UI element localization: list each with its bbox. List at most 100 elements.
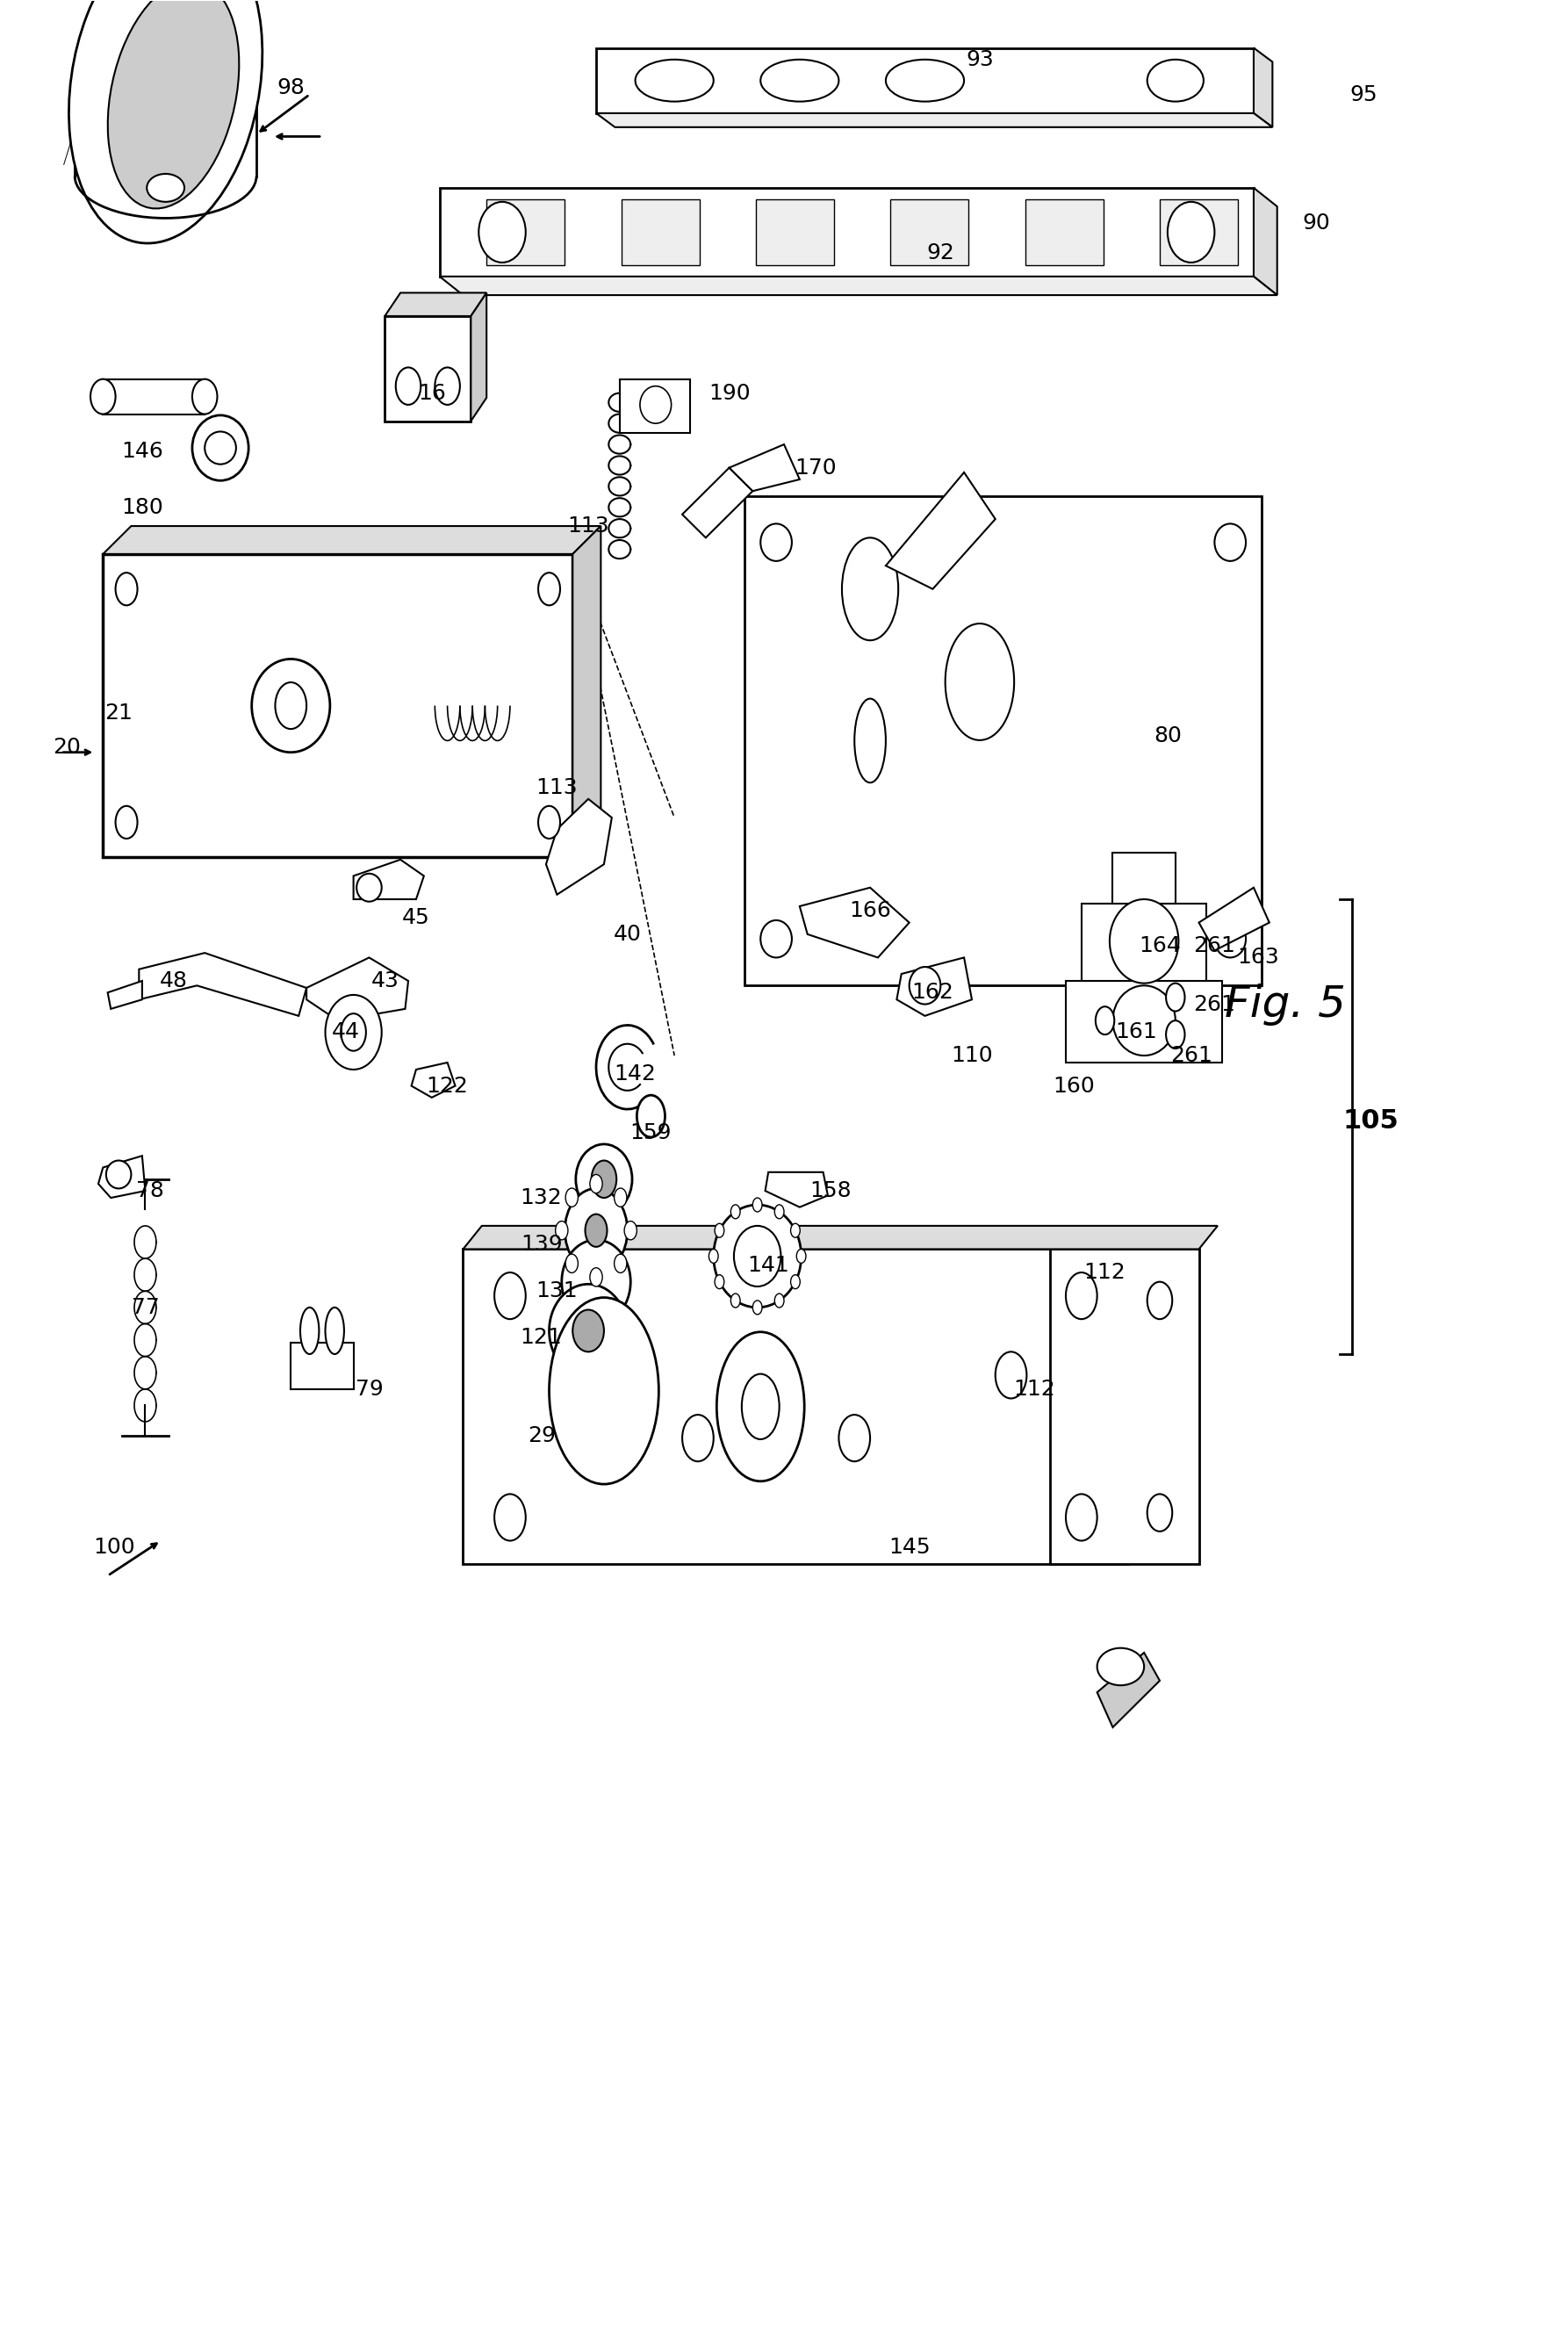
Ellipse shape bbox=[760, 58, 839, 100]
Text: 40: 40 bbox=[613, 925, 641, 946]
Ellipse shape bbox=[1066, 1273, 1098, 1319]
Ellipse shape bbox=[575, 1144, 632, 1214]
Ellipse shape bbox=[946, 623, 1014, 740]
Ellipse shape bbox=[760, 920, 792, 957]
Text: 180: 180 bbox=[121, 497, 163, 518]
Ellipse shape bbox=[1110, 899, 1179, 983]
Text: 146: 146 bbox=[121, 441, 163, 462]
Ellipse shape bbox=[478, 201, 525, 262]
Ellipse shape bbox=[615, 1254, 627, 1273]
Polygon shape bbox=[140, 953, 306, 1016]
Ellipse shape bbox=[1096, 1006, 1115, 1034]
Ellipse shape bbox=[549, 1298, 659, 1485]
Text: 112: 112 bbox=[1013, 1378, 1055, 1399]
Ellipse shape bbox=[839, 1415, 870, 1462]
Ellipse shape bbox=[1215, 920, 1247, 957]
Ellipse shape bbox=[790, 1275, 800, 1289]
Polygon shape bbox=[1051, 1249, 1200, 1564]
Text: 16: 16 bbox=[417, 383, 445, 404]
Text: 20: 20 bbox=[53, 738, 82, 759]
Text: 80: 80 bbox=[1154, 726, 1182, 747]
Polygon shape bbox=[463, 1249, 1129, 1564]
Ellipse shape bbox=[325, 1308, 343, 1354]
Text: 160: 160 bbox=[1052, 1076, 1094, 1097]
Ellipse shape bbox=[713, 1205, 801, 1308]
Ellipse shape bbox=[731, 1205, 740, 1219]
Ellipse shape bbox=[566, 1189, 579, 1207]
Text: 170: 170 bbox=[795, 458, 836, 479]
Ellipse shape bbox=[340, 1013, 365, 1051]
Ellipse shape bbox=[538, 572, 560, 605]
Polygon shape bbox=[682, 467, 753, 537]
Text: 95: 95 bbox=[1350, 84, 1377, 105]
Polygon shape bbox=[103, 553, 572, 857]
Text: 113: 113 bbox=[536, 778, 579, 799]
Polygon shape bbox=[1025, 198, 1104, 264]
Ellipse shape bbox=[325, 995, 381, 1069]
Ellipse shape bbox=[742, 1373, 779, 1438]
Ellipse shape bbox=[1113, 985, 1176, 1055]
Text: 142: 142 bbox=[615, 1065, 657, 1086]
Ellipse shape bbox=[640, 385, 671, 423]
Text: 261: 261 bbox=[1193, 995, 1236, 1016]
Ellipse shape bbox=[797, 1249, 806, 1263]
Text: 112: 112 bbox=[1083, 1261, 1126, 1282]
Polygon shape bbox=[486, 198, 564, 264]
Ellipse shape bbox=[91, 378, 116, 413]
Polygon shape bbox=[897, 957, 972, 1016]
Text: 78: 78 bbox=[136, 1179, 165, 1203]
Ellipse shape bbox=[590, 1268, 602, 1287]
Ellipse shape bbox=[715, 1224, 724, 1238]
Polygon shape bbox=[470, 292, 486, 420]
Text: 164: 164 bbox=[1138, 936, 1181, 957]
Ellipse shape bbox=[775, 1294, 784, 1308]
Polygon shape bbox=[1066, 981, 1223, 1062]
Polygon shape bbox=[1200, 887, 1270, 950]
Ellipse shape bbox=[564, 1189, 627, 1273]
Ellipse shape bbox=[775, 1205, 784, 1219]
Ellipse shape bbox=[1148, 58, 1204, 100]
Polygon shape bbox=[596, 112, 1273, 126]
Text: 132: 132 bbox=[521, 1186, 563, 1207]
Ellipse shape bbox=[107, 1160, 132, 1189]
Text: 45: 45 bbox=[401, 908, 430, 929]
Text: 261: 261 bbox=[1193, 936, 1236, 957]
Ellipse shape bbox=[276, 682, 306, 729]
Ellipse shape bbox=[591, 1160, 616, 1198]
Ellipse shape bbox=[1215, 523, 1247, 560]
Text: 139: 139 bbox=[521, 1233, 563, 1254]
Text: 105: 105 bbox=[1344, 1109, 1399, 1132]
Polygon shape bbox=[411, 1062, 455, 1097]
Polygon shape bbox=[108, 981, 143, 1009]
Text: 145: 145 bbox=[889, 1536, 930, 1557]
Ellipse shape bbox=[637, 1095, 665, 1137]
Polygon shape bbox=[1082, 904, 1207, 981]
Polygon shape bbox=[596, 49, 1254, 112]
Ellipse shape bbox=[538, 806, 560, 838]
Text: 113: 113 bbox=[568, 516, 610, 537]
Polygon shape bbox=[800, 887, 909, 957]
Polygon shape bbox=[463, 1226, 1218, 1249]
Text: 122: 122 bbox=[426, 1076, 469, 1097]
Ellipse shape bbox=[842, 537, 898, 640]
Text: 158: 158 bbox=[811, 1179, 851, 1203]
Polygon shape bbox=[546, 799, 612, 894]
Ellipse shape bbox=[682, 1415, 713, 1462]
Ellipse shape bbox=[790, 1224, 800, 1238]
Polygon shape bbox=[1113, 852, 1176, 904]
Text: 162: 162 bbox=[911, 983, 953, 1004]
Polygon shape bbox=[290, 1343, 353, 1389]
Ellipse shape bbox=[717, 1331, 804, 1480]
Ellipse shape bbox=[205, 432, 237, 465]
Text: 21: 21 bbox=[105, 703, 133, 724]
Text: 44: 44 bbox=[331, 1023, 359, 1044]
Ellipse shape bbox=[494, 1494, 525, 1541]
Ellipse shape bbox=[886, 58, 964, 100]
Ellipse shape bbox=[753, 1301, 762, 1315]
Ellipse shape bbox=[147, 173, 185, 201]
Text: 141: 141 bbox=[748, 1254, 789, 1275]
Text: 161: 161 bbox=[1115, 1023, 1157, 1044]
Ellipse shape bbox=[1167, 983, 1185, 1011]
Ellipse shape bbox=[549, 1284, 627, 1378]
Ellipse shape bbox=[731, 1294, 740, 1308]
